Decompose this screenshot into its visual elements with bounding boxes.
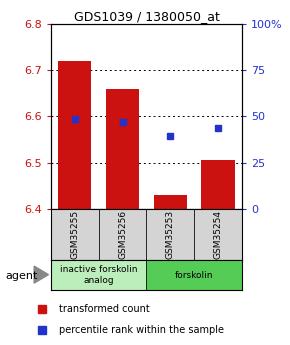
Bar: [99, 209, 146, 260]
Bar: [154, 195, 187, 209]
Polygon shape: [34, 266, 48, 283]
Bar: [58, 61, 91, 209]
Text: GSM35253: GSM35253: [166, 210, 175, 259]
Bar: [202, 160, 235, 209]
Bar: [51, 209, 99, 260]
Text: agent: agent: [6, 271, 38, 281]
Text: GSM35254: GSM35254: [214, 210, 223, 259]
Bar: [106, 89, 139, 209]
Text: percentile rank within the sample: percentile rank within the sample: [59, 325, 224, 335]
Text: forskolin: forskolin: [175, 270, 213, 280]
Bar: [51, 260, 146, 290]
Text: GSM35255: GSM35255: [70, 210, 79, 259]
Bar: [194, 209, 242, 260]
Text: GSM35256: GSM35256: [118, 210, 127, 259]
Text: inactive forskolin
analog: inactive forskolin analog: [60, 265, 137, 285]
Title: GDS1039 / 1380050_at: GDS1039 / 1380050_at: [73, 10, 220, 23]
Text: transformed count: transformed count: [59, 304, 150, 314]
Bar: [146, 209, 194, 260]
Bar: [146, 260, 242, 290]
